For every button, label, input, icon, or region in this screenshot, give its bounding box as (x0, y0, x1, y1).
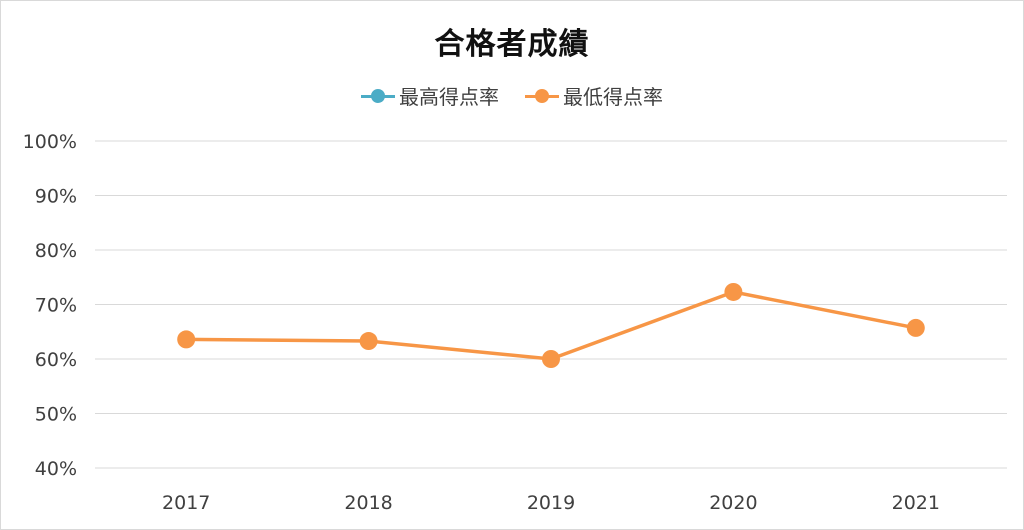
y-tick-label: 80% (35, 240, 77, 262)
legend-item-max: 最高得点率 (361, 81, 499, 110)
legend-item-min: 最低得点率 (525, 81, 663, 110)
series-line-1 (186, 290, 917, 361)
y-tick-label: 50% (35, 404, 77, 426)
y-tick-label: 60% (35, 349, 77, 371)
y-tick-label: 100% (23, 131, 77, 153)
y-tick-label: 40% (35, 458, 77, 480)
legend-marker-max (361, 88, 395, 103)
y-tick-label: 90% (35, 186, 77, 208)
legend: 最高得点率 最低得点率 (1, 81, 1023, 110)
data-point (906, 318, 925, 337)
data-point (724, 282, 743, 301)
legend-label-min: 最低得点率 (563, 85, 663, 109)
x-tick-label: 2019 (527, 492, 575, 514)
data-point (177, 330, 196, 349)
y-tick-label: 70% (35, 295, 77, 317)
chart-title: 合格者成績 (434, 27, 590, 62)
x-tick-label: 2018 (344, 492, 392, 514)
legend-label-max: 最高得点率 (399, 85, 499, 109)
x-tick-label: 2017 (162, 492, 210, 514)
data-point (542, 350, 560, 368)
legend-marker-min (525, 88, 559, 103)
data-point (359, 332, 378, 351)
x-tick-label: 2021 (892, 492, 940, 514)
x-tick-label: 2020 (709, 492, 757, 514)
